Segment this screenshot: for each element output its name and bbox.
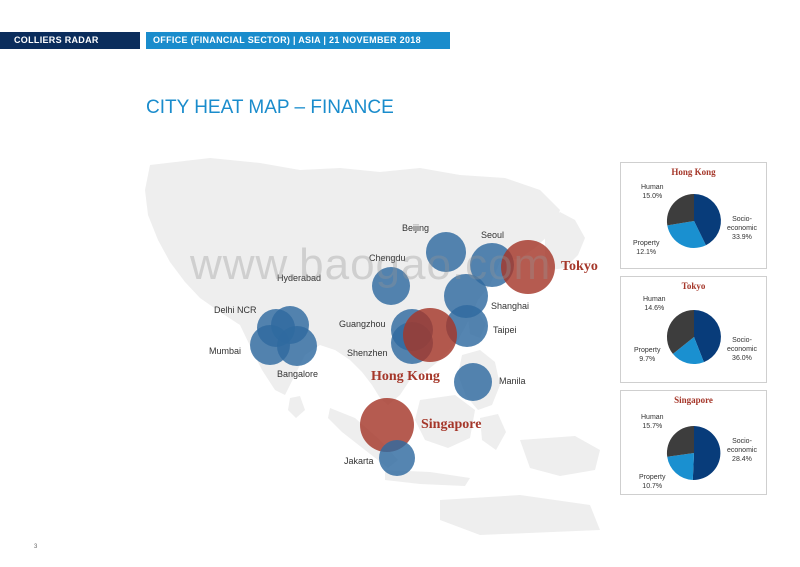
city-label-shenzhen: Shenzhen xyxy=(347,348,388,358)
city-label-hyderabad: Hyderabad xyxy=(277,273,322,283)
bubble-jakarta xyxy=(379,440,415,476)
pie-panel-title: Tokyo xyxy=(681,281,706,291)
page-title: CITY HEAT MAP – FINANCE xyxy=(146,97,394,118)
asia-mainland xyxy=(145,158,560,405)
city-label-beijing: Beijing xyxy=(402,223,430,233)
pie-label-human: Human 14.6% xyxy=(643,296,666,312)
city-label-chengdu: Chengdu xyxy=(369,253,406,263)
pie-panel-hongkong: Hong Kong Human 15.0% Property 12.1% Socio… xyxy=(620,162,767,269)
pie-label-human: Human 15.0% xyxy=(641,184,664,200)
city-label-shanghai: Shanghai xyxy=(491,301,530,311)
bubble-hongkong xyxy=(403,308,457,362)
city-label-tokyo: Tokyo xyxy=(561,259,598,274)
pie-label-property: Property 10.7% xyxy=(639,474,666,490)
city-label-delhi: Delhi NCR xyxy=(214,305,257,315)
bubble-singapore xyxy=(360,398,414,452)
pie-label-socio: Socio-economic 28.4% xyxy=(727,438,757,463)
city-label-taipei: Taipei xyxy=(493,325,517,335)
brand-header: COLLIERS RADAR xyxy=(0,32,140,49)
pie-label-socio: Socio-economic 36.0% xyxy=(727,337,757,362)
pie-slice-socio xyxy=(694,310,721,363)
pie-panel-tokyo: Tokyo Human 14.6% Property 9.7% Socio-econ… xyxy=(620,276,767,383)
watermark: www.baogao.com xyxy=(190,240,552,289)
city-label-bangalore: Bangalore xyxy=(277,369,319,379)
pie-chart xyxy=(666,425,721,481)
pie-slice-property xyxy=(667,453,694,480)
report-subtitle-header: OFFICE (FINANCIAL SECTOR) | ASIA | 21 NO… xyxy=(146,32,450,49)
pie-chart xyxy=(666,193,721,248)
pie-slice-human xyxy=(666,193,694,226)
bubble-beijing xyxy=(426,232,466,272)
pie-panel-singapore: Singapore Human 15.7% Property 10.7% Socio… xyxy=(620,390,767,495)
bubble-chengdu xyxy=(372,267,410,305)
australia-north xyxy=(440,495,600,535)
pie-slice-human xyxy=(666,309,694,354)
bubble-bangalore xyxy=(277,326,317,366)
java xyxy=(385,470,470,486)
borneo xyxy=(415,395,475,448)
pie-panel-title: Hong Kong xyxy=(671,167,716,177)
bubble-tokyo xyxy=(501,240,555,294)
new-guinea xyxy=(520,436,600,476)
bubble-manila xyxy=(454,363,492,401)
japan xyxy=(545,212,585,270)
city-label-mumbai: Mumbai xyxy=(209,346,242,356)
bubble-shanghai xyxy=(444,274,488,318)
city-label-hongkong: Hong Kong xyxy=(371,369,440,384)
sulawesi xyxy=(480,414,506,450)
page-number: 3 xyxy=(34,544,38,550)
city-bubbles xyxy=(250,232,555,476)
city-label-guangzhou: Guangzhou xyxy=(339,319,386,329)
pie-slice-socio xyxy=(692,426,721,481)
sri-lanka xyxy=(288,396,305,418)
pie-label-socio: Socio-economic 33.9% xyxy=(727,216,757,241)
city-label-jakarta: Jakarta xyxy=(344,456,374,466)
pie-slice-socio xyxy=(694,194,721,246)
pie-slice-human xyxy=(666,425,694,457)
pie-slice-property xyxy=(667,221,706,248)
pie-slice-property xyxy=(672,337,704,364)
city-label-manila: Manila xyxy=(499,376,526,386)
pie-label-human: Human 15.7% xyxy=(641,414,664,430)
city-label-seoul: Seoul xyxy=(481,230,505,240)
pie-label-property: Property 9.7% xyxy=(634,347,661,363)
pie-chart xyxy=(666,309,721,364)
city-label-singapore: Singapore xyxy=(421,417,482,432)
pie-panel-title: Singapore xyxy=(674,395,713,405)
pie-label-property: Property 12.1% xyxy=(633,240,660,256)
